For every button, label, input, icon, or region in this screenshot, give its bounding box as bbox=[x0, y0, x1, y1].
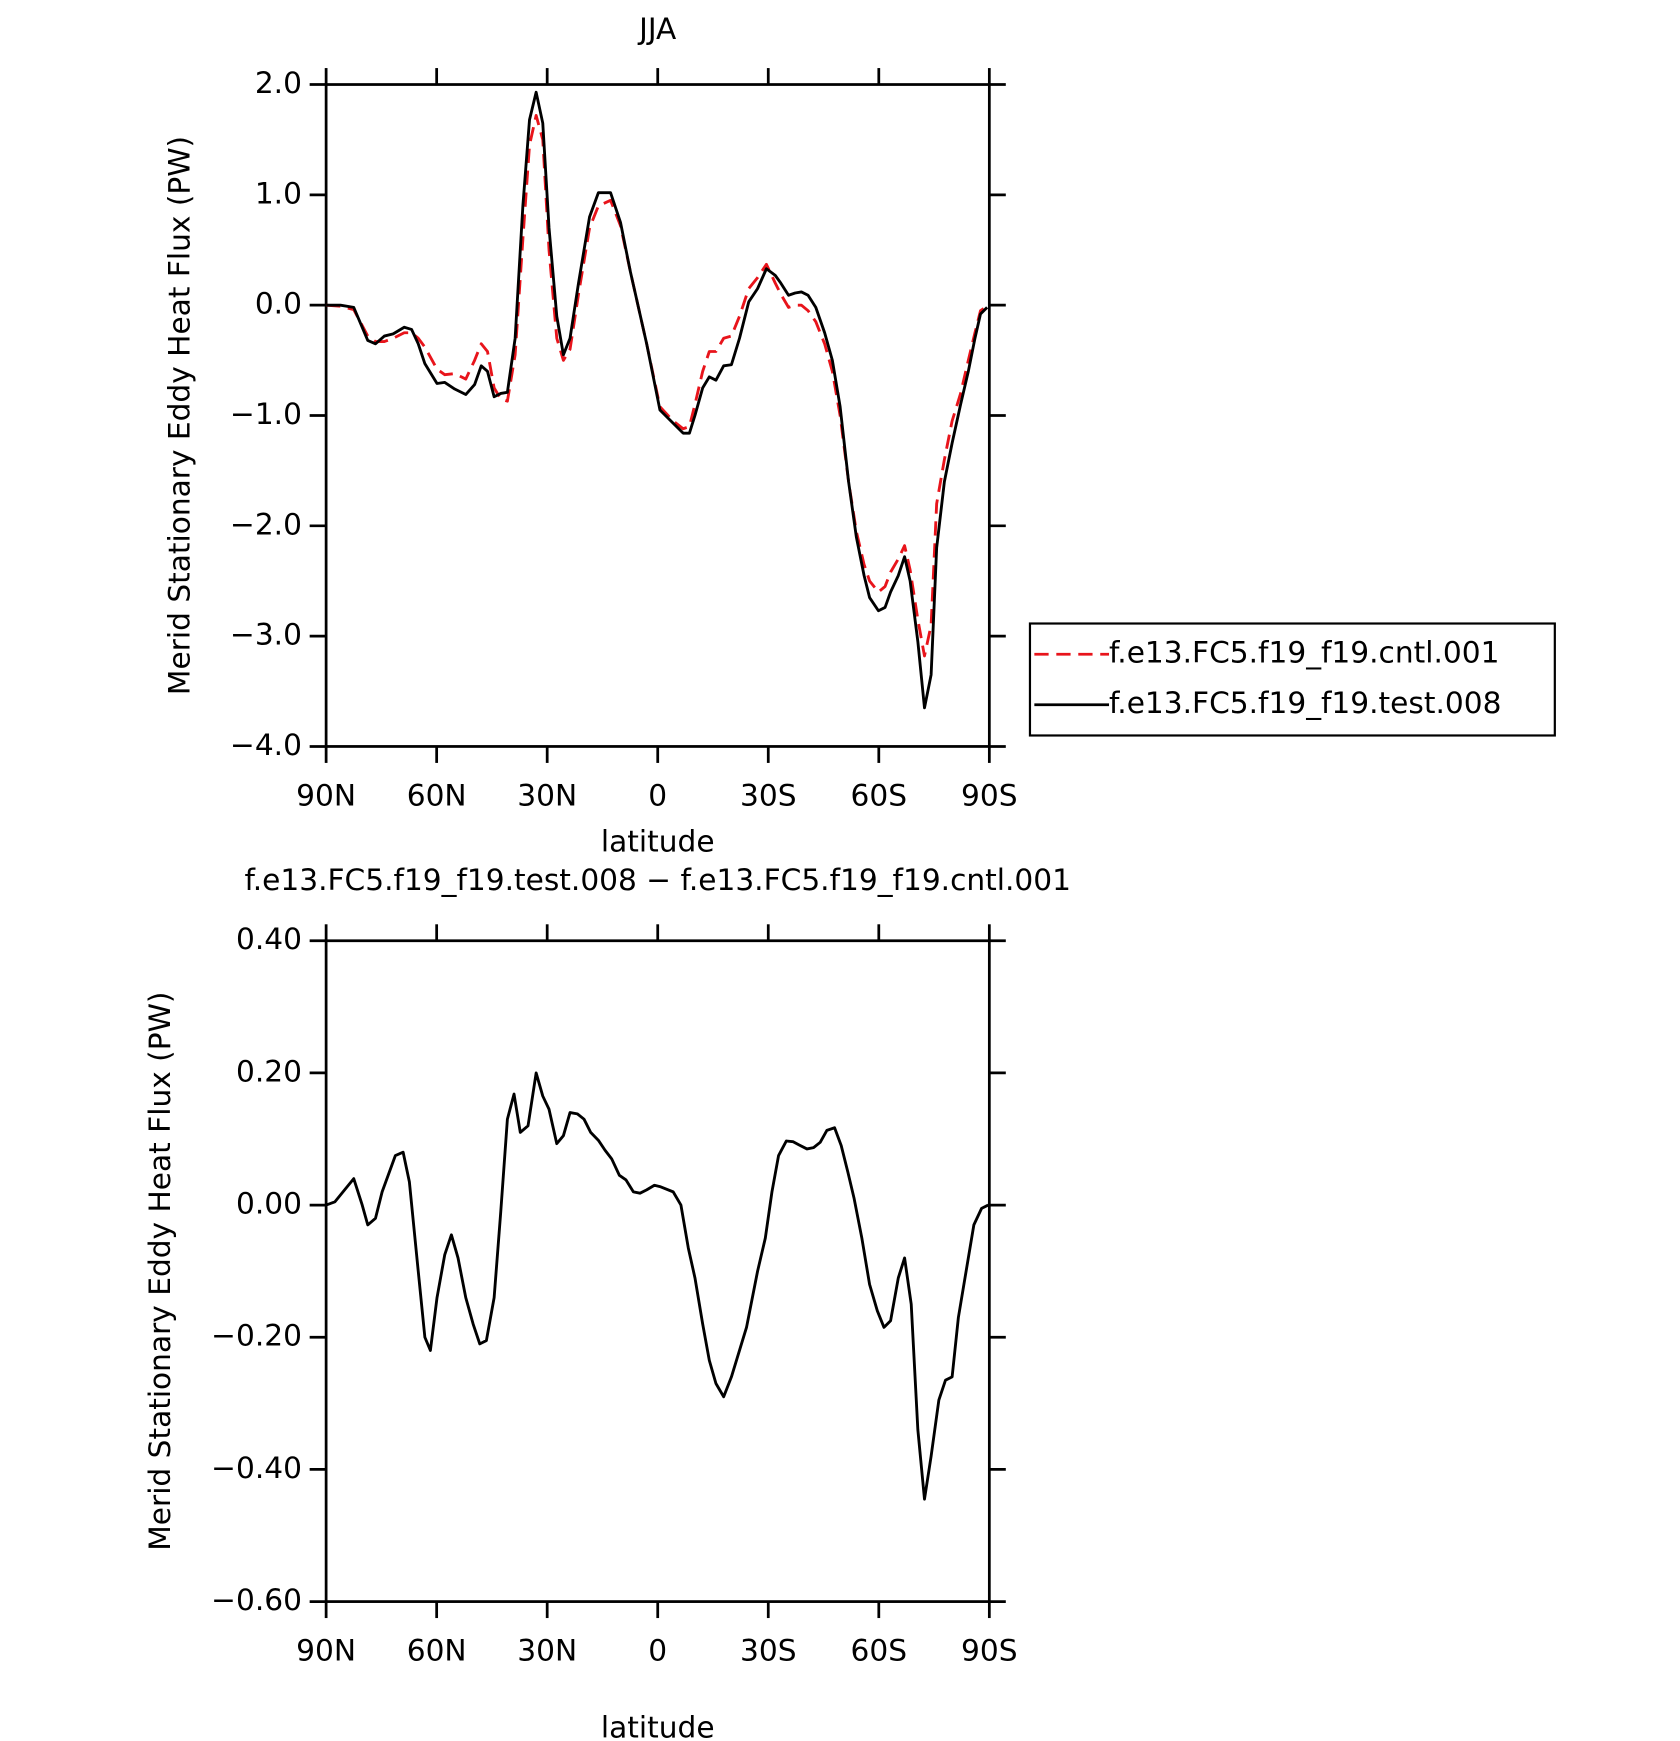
x-tick-label: 0 bbox=[648, 777, 667, 812]
legend-label: f.e13.FC5.f19_f19.test.008 bbox=[1109, 685, 1501, 720]
y-tick-label: 2.0 bbox=[255, 65, 302, 100]
y-tick-label: −3.0 bbox=[230, 617, 302, 652]
series-line bbox=[326, 90, 989, 710]
x-tick-label: 30N bbox=[517, 777, 577, 812]
plot-frame bbox=[324, 83, 991, 748]
x-axis-label: latitude bbox=[601, 1709, 715, 1741]
y-tick-label: −4.0 bbox=[230, 727, 302, 762]
x-tick-label: 90S bbox=[961, 777, 1018, 812]
x-tick-label: 60N bbox=[407, 1633, 467, 1668]
chart-title: JJA bbox=[637, 11, 677, 46]
series-line bbox=[326, 113, 988, 658]
plot-frame bbox=[324, 939, 991, 1603]
y-tick-label: 0.0 bbox=[255, 286, 302, 321]
y-tick-label: 0.40 bbox=[236, 921, 302, 956]
x-tick-label: 60S bbox=[851, 1633, 908, 1668]
x-tick-label: 90N bbox=[296, 777, 356, 812]
y-tick-label: −1.0 bbox=[230, 396, 302, 431]
x-tick-label: 30N bbox=[517, 1633, 577, 1668]
x-tick-label: 90N bbox=[296, 1633, 356, 1668]
x-tick-label: 30S bbox=[740, 1633, 797, 1668]
y-tick-label: −0.60 bbox=[211, 1582, 302, 1617]
legend-box bbox=[1028, 622, 1556, 737]
y-axis-label: Merid Stationary Eddy Heat Flux (PW) bbox=[162, 136, 197, 695]
y-tick-label: −0.20 bbox=[211, 1318, 302, 1353]
x-tick-label: 90S bbox=[961, 1633, 1018, 1668]
legend-label: f.e13.FC5.f19_f19.cntl.001 bbox=[1109, 635, 1499, 670]
y-tick-label: 1.0 bbox=[255, 175, 302, 210]
y-tick-label: −2.0 bbox=[230, 506, 302, 541]
y-tick-label: 0.00 bbox=[236, 1186, 302, 1221]
y-axis-label: Merid Stationary Eddy Heat Flux (PW) bbox=[142, 992, 177, 1551]
x-tick-label: 60S bbox=[851, 777, 908, 812]
y-tick-label: −0.40 bbox=[211, 1450, 302, 1485]
x-axis-label: latitude bbox=[601, 824, 715, 859]
x-tick-label: 30S bbox=[740, 777, 797, 812]
y-tick-label: 0.20 bbox=[236, 1053, 302, 1088]
x-tick-label: 60N bbox=[407, 777, 467, 812]
chart-title: f.e13.FC5.f19_f19.test.008 − f.e13.FC5.f… bbox=[244, 862, 1071, 897]
x-tick-label: 0 bbox=[648, 1633, 667, 1668]
series-line bbox=[325, 1071, 989, 1501]
